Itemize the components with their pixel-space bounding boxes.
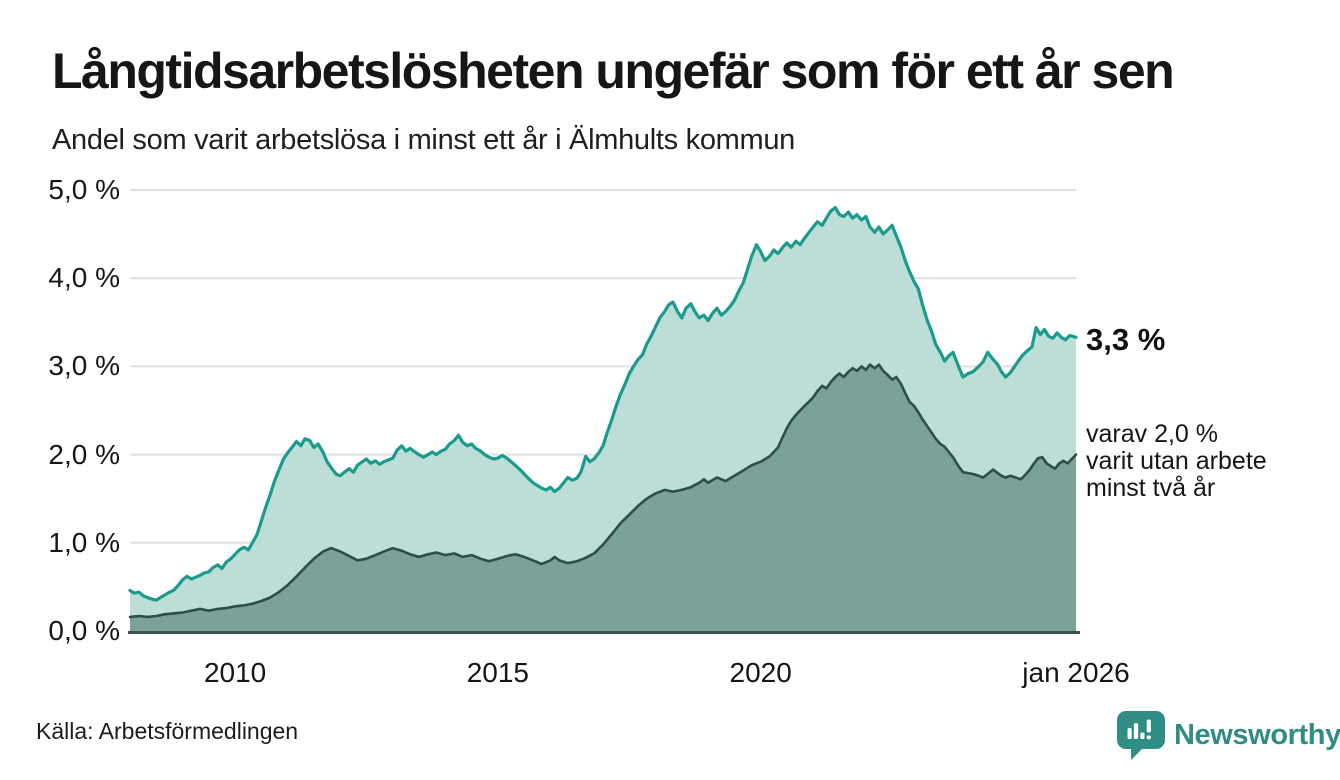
x-tick-label: jan 2026 xyxy=(1022,657,1130,688)
series-line-0 xyxy=(128,206,1078,602)
series-end-label-total: 3,3 % xyxy=(1086,322,1166,357)
annotation-line: varav 2,0 % xyxy=(1086,420,1219,448)
series-area-1 xyxy=(130,364,1076,631)
y-tick-label: 0,0 % xyxy=(48,615,120,646)
plot-area xyxy=(128,186,1080,636)
page-title: Långtidsarbetslösheten ungefär som för e… xyxy=(52,43,1175,99)
x-tick-label: 2020 xyxy=(729,657,792,688)
y-tick-label: 4,0 % xyxy=(48,262,120,294)
chart-subtitle: Andel som varit arbetslösa i minst ett å… xyxy=(52,124,796,156)
source-note: Källa: Arbetsförmedlingen xyxy=(36,718,299,744)
y-tick-label: 2,0 % xyxy=(48,438,120,470)
x-tick-label: 2010 xyxy=(203,657,267,688)
area-chart xyxy=(128,189,1080,634)
y-tick-label: 1,0 % xyxy=(48,526,120,558)
newsworthy-wordmark: Newsworthy xyxy=(1174,718,1340,751)
y-tick-label: 3,0 % xyxy=(48,350,120,382)
y-tick-label: 5,0 % xyxy=(48,174,120,205)
series-line-1 xyxy=(128,363,1078,619)
x-tick-label: 2015 xyxy=(466,657,530,688)
series-end-label-two-years: varav 2,0 % varit utan arbete minst två … xyxy=(1086,421,1267,502)
newsworthy-bubble-chart-icon xyxy=(1117,711,1165,760)
newsworthy-logo: Newsworthy xyxy=(1115,708,1340,762)
annotation-line: varit utan arbete xyxy=(1086,447,1267,475)
annotation-line: minst två år xyxy=(1086,474,1216,502)
